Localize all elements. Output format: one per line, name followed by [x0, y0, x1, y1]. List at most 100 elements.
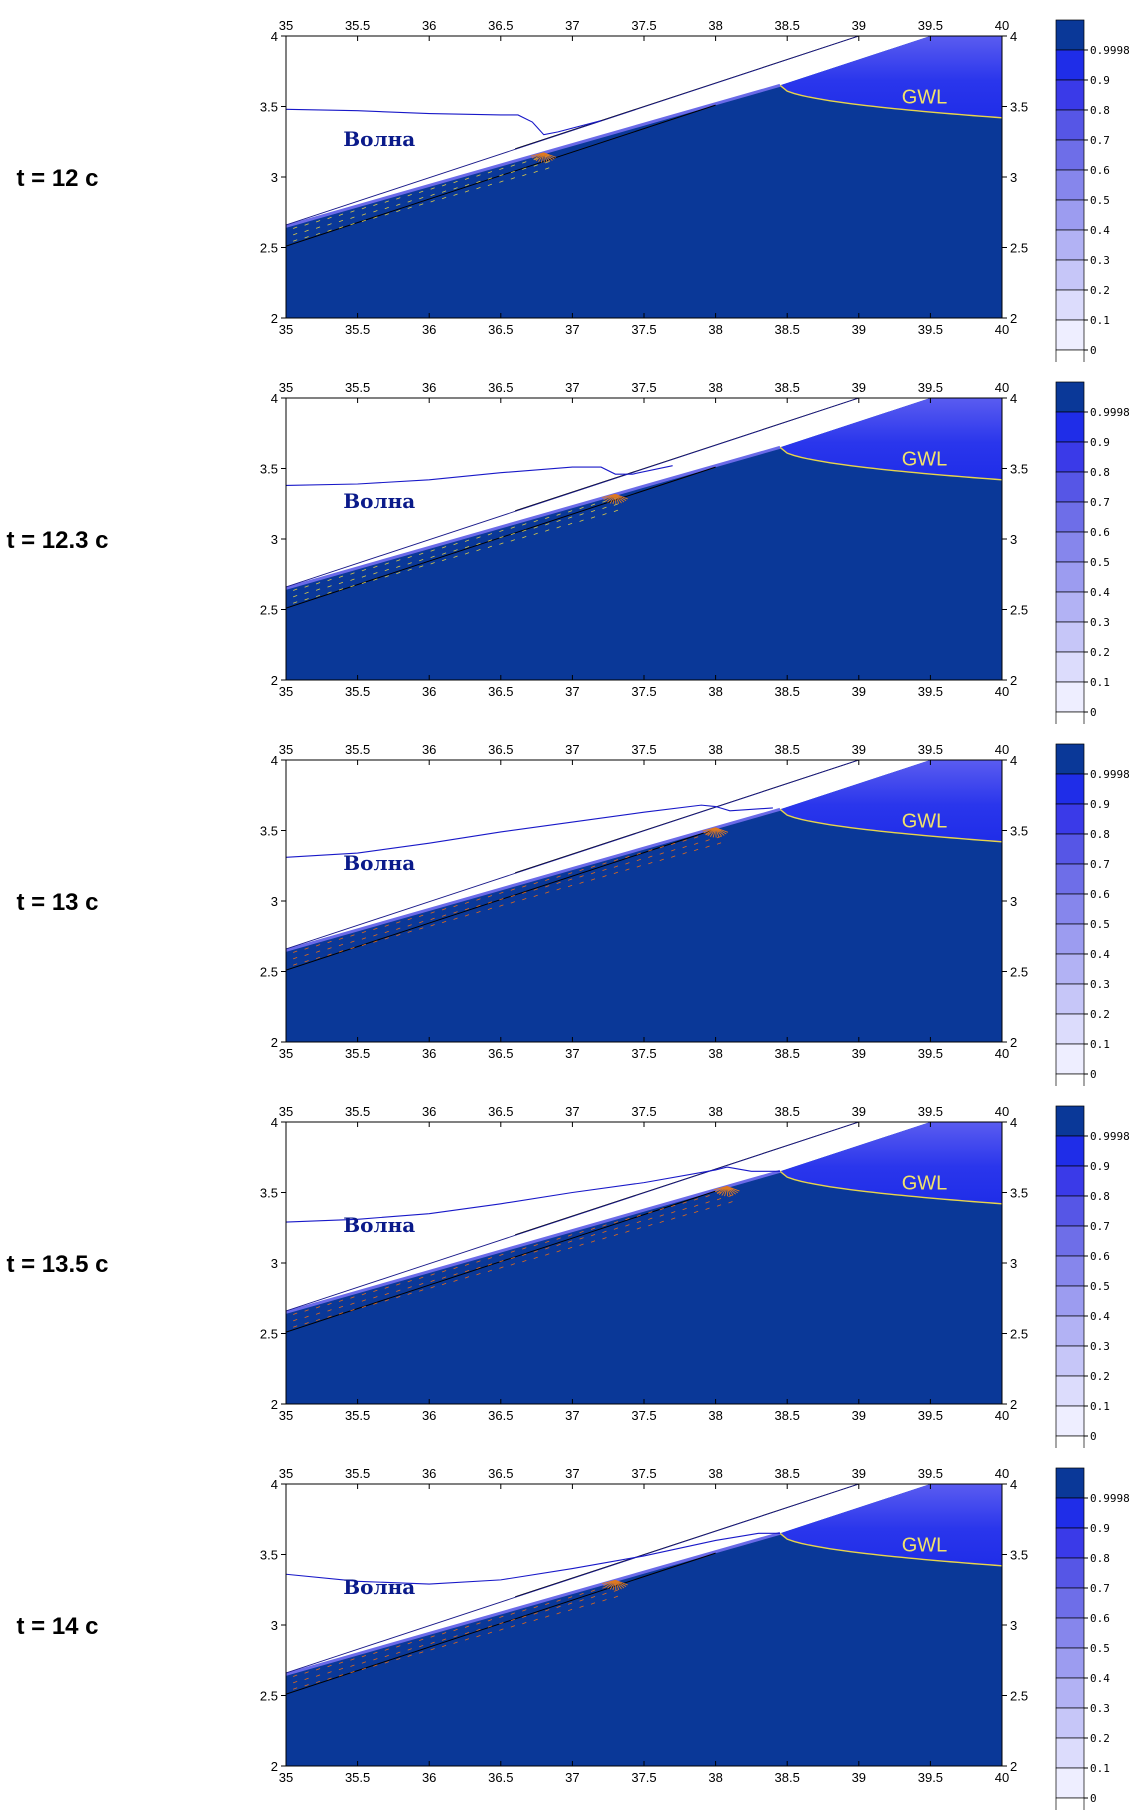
colorbar-block: [1055, 1195, 1085, 1227]
y-tick-label-right: 3.5: [1010, 824, 1028, 839]
x-tick-label-top: 37.5: [631, 742, 656, 757]
colorbar-block: [1055, 1375, 1085, 1407]
x-tick-label-top: 36.5: [488, 18, 513, 33]
colorbar-tick-label: 0.3: [1090, 978, 1110, 991]
panel-3: t = 13.5 с Волна GWL 35 35 35.5 35.5 36 36 36.5 36…: [0, 1086, 1144, 1448]
x-tick-label-top: 38.5: [775, 1466, 800, 1481]
y-tick-label-right: 2.5: [1010, 241, 1028, 256]
colorbar-block: [1055, 1165, 1085, 1197]
x-tick-label-top: 35.5: [345, 380, 370, 395]
y-tick-label-right: 2.5: [1010, 1689, 1028, 1704]
x-tick-label-top: 39: [852, 742, 866, 757]
y-tick-label-left: 3.5: [260, 1548, 278, 1563]
x-tick-label-bottom: 36.5: [488, 684, 513, 699]
colorbar-tick-label: 0: [1090, 706, 1097, 719]
x-tick-label-top: 38.5: [775, 1104, 800, 1119]
x-tick-label-top: 37: [565, 1466, 579, 1481]
x-tick-label-top: 38: [708, 742, 722, 757]
x-tick-label-top: 36.5: [488, 1104, 513, 1119]
colorbar-block: [1055, 1707, 1085, 1739]
x-tick-label-bottom: 37.5: [631, 684, 656, 699]
y-tick-label-left: 2.5: [260, 1689, 278, 1704]
x-tick-label-bottom: 38.5: [775, 684, 800, 699]
x-tick-label-bottom: 36.5: [488, 1408, 513, 1423]
x-tick-label-top: 38: [708, 1104, 722, 1119]
colorbar-block: [1055, 1225, 1085, 1257]
x-tick-label-bottom: 35: [279, 1408, 293, 1423]
colorbar-block: [1055, 49, 1085, 81]
y-tick-label-left: 2.5: [260, 965, 278, 980]
colorbar-tick-label: 0.9: [1090, 1522, 1110, 1535]
colorbar-block: [1055, 1435, 1085, 1448]
time-label: t = 12 с: [16, 165, 99, 192]
x-tick-label-top: 36: [422, 18, 436, 33]
x-tick-label-top: 39.5: [918, 1104, 943, 1119]
colorbar-tick-label: 0.6: [1090, 1612, 1110, 1625]
x-tick-label-top: 37.5: [631, 380, 656, 395]
x-tick-label-bottom: 40: [995, 322, 1009, 337]
colorbar-block: [1055, 1797, 1085, 1810]
panel-0: t = 12 с Волна GWL 35 35 35.5 35.5 36 36 36.5 36.5…: [0, 0, 1144, 362]
x-tick-label-bottom: 35: [279, 1770, 293, 1785]
colorbar-block: [1055, 471, 1085, 503]
x-tick-label-bottom: 35: [279, 684, 293, 699]
x-tick-label-top: 36.5: [488, 1466, 513, 1481]
x-tick-label-top: 39: [852, 1466, 866, 1481]
y-tick-label-right: 4: [1010, 1477, 1017, 1492]
colorbar-block: [1055, 1617, 1085, 1649]
colorbar-block: [1055, 1497, 1085, 1529]
x-tick-label-top: 35: [279, 742, 293, 757]
colorbar-block: [1055, 169, 1085, 201]
y-tick-label-right: 3: [1010, 170, 1017, 185]
x-tick-label-top: 35: [279, 1466, 293, 1481]
colorbar-tick-label: 0.1: [1090, 676, 1110, 689]
colorbar-block: [1055, 711, 1085, 724]
gwl-label: GWL: [902, 449, 948, 471]
x-tick-label-bottom: 39.5: [918, 322, 943, 337]
colorbar-tick-label: 0.5: [1090, 556, 1110, 569]
y-tick-label-right: 3.5: [1010, 462, 1028, 477]
x-tick-label-top: 38: [708, 1466, 722, 1481]
x-tick-label-top: 37.5: [631, 1104, 656, 1119]
colorbar-tick-label: 0.7: [1090, 134, 1110, 147]
y-tick-label-left: 2.5: [260, 241, 278, 256]
x-tick-label-bottom: 36.5: [488, 322, 513, 337]
colorbar-block: [1055, 863, 1085, 895]
x-tick-label-bottom: 37: [565, 1770, 579, 1785]
y-tick-label-left: 3: [271, 532, 278, 547]
colorbar-tick-label: 0.9: [1090, 436, 1110, 449]
colorbar-tick-label: 0: [1090, 1430, 1097, 1443]
x-tick-label-bottom: 40: [995, 1046, 1009, 1061]
x-tick-label-top: 37: [565, 18, 579, 33]
y-tick-label-left: 3.5: [260, 1186, 278, 1201]
y-tick-label-right: 3: [1010, 1256, 1017, 1271]
colorbar-block: [1055, 1345, 1085, 1377]
x-tick-label-top: 35.5: [345, 1104, 370, 1119]
colorbar-block: [1055, 681, 1085, 713]
colorbar-tick-label: 0.1: [1090, 1400, 1110, 1413]
colorbar-block: [1055, 953, 1085, 985]
x-tick-label-top: 37.5: [631, 18, 656, 33]
gwl-label: GWL: [902, 811, 948, 833]
x-tick-label-bottom: 35.5: [345, 684, 370, 699]
x-tick-label-bottom: 39.5: [918, 1046, 943, 1061]
x-tick-label-bottom: 38: [708, 1408, 722, 1423]
wave-label: Волна: [343, 851, 415, 875]
x-tick-label-bottom: 36: [422, 684, 436, 699]
x-tick-label-top: 38: [708, 380, 722, 395]
x-tick-label-top: 38.5: [775, 742, 800, 757]
colorbar-tick-label: 0.2: [1090, 1008, 1110, 1021]
colorbar-tick-label: 0.2: [1090, 1732, 1110, 1745]
saturated-soil: [286, 1122, 1002, 1404]
wave-profile: [286, 1166, 781, 1223]
x-tick-label-bottom: 36: [422, 1408, 436, 1423]
x-tick-label-bottom: 37: [565, 1408, 579, 1423]
panel-2: t = 13 с Волна GWL 35 35 35.5 35.5 36 36 36.5 36.5…: [0, 724, 1144, 1086]
colorbar-tick-label: 0.8: [1090, 828, 1110, 841]
x-tick-label-bottom: 36: [422, 1046, 436, 1061]
colorbar-tick-label: 0.7: [1090, 496, 1110, 509]
saturated-soil: [286, 1484, 1002, 1766]
colorbar-block: [1055, 1073, 1085, 1086]
x-tick-label-bottom: 37: [565, 1046, 579, 1061]
y-tick-label-left: 4: [271, 29, 278, 44]
